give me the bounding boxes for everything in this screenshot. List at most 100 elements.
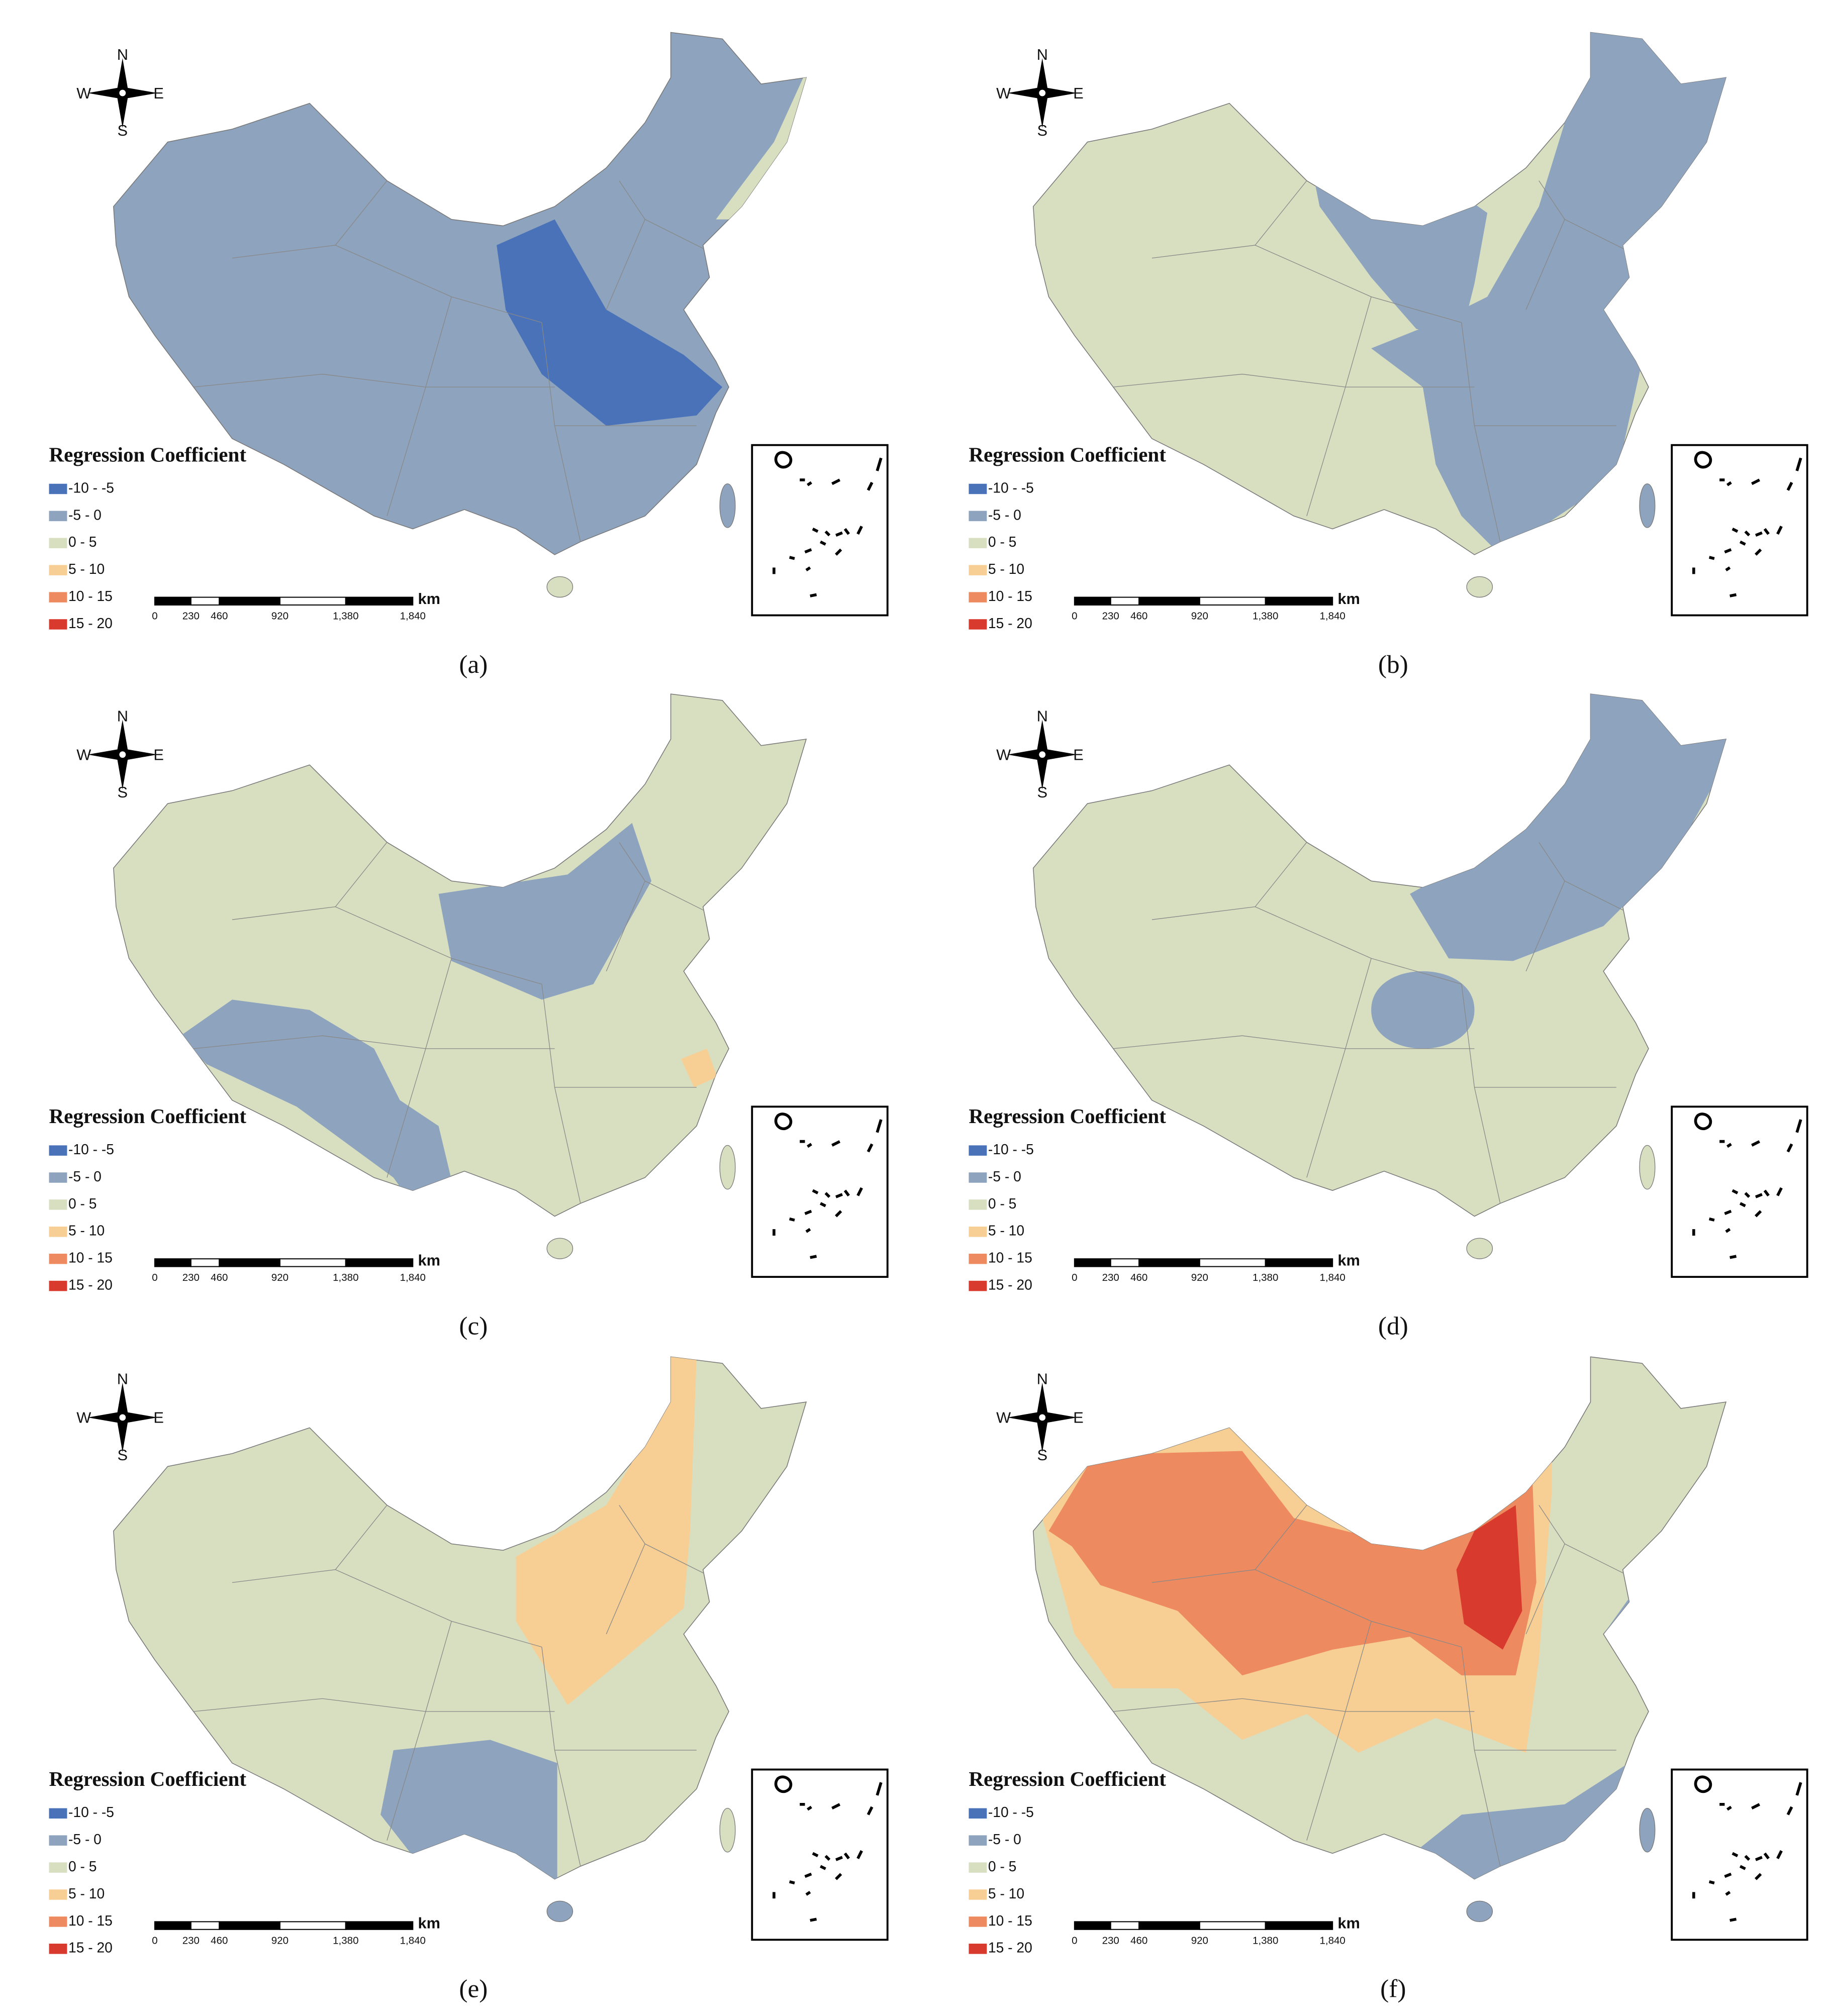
- taiwan: [719, 483, 736, 528]
- legend-title: Regression Coefficient: [49, 1104, 247, 1128]
- coefficient-zone: [497, 219, 723, 426]
- compass-south: S: [118, 122, 128, 139]
- province-border: [1113, 373, 1346, 387]
- inset-frame: [1671, 1768, 1808, 1941]
- compass-east: E: [153, 84, 164, 102]
- scale-label: 0: [1072, 610, 1077, 622]
- legend-swatch: [49, 1917, 67, 1927]
- taiwan: [719, 1807, 736, 1853]
- province-border: [193, 373, 426, 387]
- scale-label: 1,840: [1319, 1272, 1345, 1283]
- compass-center: [1037, 1413, 1047, 1422]
- scale-label: 920: [1191, 1935, 1208, 1946]
- scale-label: 460: [211, 1272, 228, 1283]
- province-border: [1151, 1569, 1462, 1648]
- scale-label: 230: [182, 1935, 200, 1946]
- coefficient-zone: [516, 1357, 697, 1705]
- compass-west: W: [76, 1409, 91, 1427]
- legend-swatch: [49, 1889, 67, 1900]
- legend-title: Regression Coefficient: [49, 443, 247, 466]
- scale-segment: [345, 596, 414, 606]
- scale-segment: [1074, 1921, 1111, 1930]
- coefficient-zone: [180, 999, 454, 1217]
- panel-caption: (d): [1378, 1312, 1408, 1341]
- legend-label: -10 - -5: [68, 1141, 114, 1157]
- map-panel: N S W E Regression Coefficient -10 - -5 -5 - 0…: [49, 693, 889, 1341]
- coefficient-zone: [1456, 1505, 1522, 1650]
- scale-segment: [1074, 596, 1111, 606]
- hainan: [1466, 1900, 1493, 1922]
- compass-north: N: [1037, 707, 1048, 725]
- hainan: [546, 1238, 573, 1259]
- compass-west: W: [996, 746, 1011, 763]
- scale-segment: [279, 1258, 346, 1267]
- legend-label: 15 - 20: [988, 1277, 1032, 1293]
- coefficient-zone: [1371, 32, 1726, 555]
- compass-west: W: [76, 746, 91, 763]
- province-border: [1151, 906, 1462, 985]
- legend-label: 15 - 20: [68, 615, 113, 631]
- legend-label: -5 - 0: [988, 1168, 1021, 1184]
- compass-center: [1037, 88, 1047, 98]
- hainan: [1466, 1238, 1493, 1259]
- compass-east: E: [1073, 84, 1084, 102]
- scale-segment: [1265, 1921, 1333, 1930]
- legend-label: 15 - 20: [988, 1940, 1032, 1956]
- taiwan: [719, 1145, 736, 1190]
- scale-unit: km: [1337, 1914, 1360, 1932]
- scale-segment: [154, 1258, 191, 1267]
- legend-label: 0 - 5: [68, 1195, 97, 1212]
- coefficient-zone: [1048, 1451, 1537, 1676]
- legend-title: Regression Coefficient: [49, 1767, 247, 1790]
- legend-label: 10 - 15: [988, 1250, 1032, 1266]
- scale-segment: [1138, 1921, 1200, 1930]
- legend-swatch: [49, 1835, 67, 1846]
- province-border: [193, 1698, 426, 1712]
- scale-label: 460: [1130, 1272, 1147, 1283]
- legend-swatch: [969, 619, 987, 630]
- legend-label: -10 - -5: [68, 479, 114, 495]
- legend-label: 5 - 10: [988, 1223, 1024, 1239]
- scale-segment: [1110, 596, 1140, 606]
- legend-swatch: [49, 538, 67, 549]
- coefficient-zone: [380, 1740, 557, 1879]
- legend-label: 5 - 10: [68, 1223, 105, 1239]
- compass-north: N: [117, 46, 128, 63]
- compass-center: [118, 88, 127, 98]
- map-panel: N S W E Regression Coefficient -10 - -5 -5 - 0…: [969, 32, 1808, 679]
- legend-label: 15 - 20: [68, 1940, 113, 1956]
- legend-swatch: [49, 1227, 67, 1237]
- panel-caption: (a): [459, 650, 488, 679]
- province-border: [1255, 1504, 1307, 1570]
- legend-label: 15 - 20: [68, 1277, 113, 1293]
- legend-swatch: [49, 483, 67, 494]
- scale-segment: [1199, 596, 1266, 606]
- legend-swatch: [49, 1808, 67, 1819]
- legend-swatch: [969, 1227, 987, 1237]
- inset-islands: [1692, 451, 1802, 597]
- scale-segment: [190, 1921, 220, 1930]
- scale-label: 0: [1072, 1272, 1077, 1283]
- legend-swatch: [969, 1280, 987, 1291]
- scale-segment: [154, 596, 191, 606]
- coefficient-zone: [1410, 694, 1726, 961]
- province-border: [1255, 842, 1307, 907]
- compass-north: N: [1037, 46, 1048, 63]
- scale-label: 1,380: [333, 610, 358, 622]
- scale-segment: [279, 1921, 346, 1930]
- scale-label: 1,380: [1253, 610, 1278, 622]
- legend-swatch: [969, 1862, 987, 1873]
- legend-label: 5 - 10: [988, 561, 1024, 577]
- scale-label: 230: [1102, 1935, 1119, 1946]
- province-border: [232, 245, 542, 323]
- compass-south: S: [1037, 122, 1047, 139]
- zones: [180, 823, 723, 1217]
- scale-label: 1,380: [333, 1935, 358, 1946]
- scale-segment: [345, 1921, 414, 1930]
- legend-label: -10 - -5: [988, 1141, 1034, 1157]
- legend-label: 10 - 15: [988, 1912, 1032, 1929]
- province-border: [1113, 1035, 1346, 1049]
- zones: [1113, 694, 1726, 1203]
- scale-label: 230: [182, 1272, 200, 1283]
- compass-south: S: [1037, 1446, 1047, 1464]
